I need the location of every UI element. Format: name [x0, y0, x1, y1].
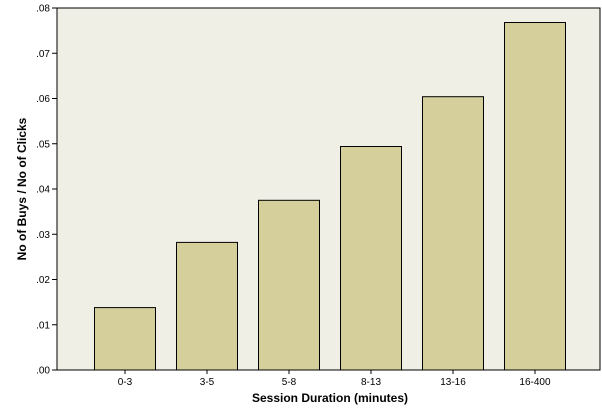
y-tick-label: .08	[36, 4, 50, 15]
y-axis-title: No of Buys / No of Clicks	[15, 117, 29, 260]
bar-8-13	[340, 146, 402, 371]
y-tick-label: .02	[36, 275, 50, 286]
bars-layer	[94, 22, 566, 371]
bar-16-400	[504, 22, 566, 371]
y-tick-label: .07	[36, 49, 50, 60]
bar-0-3	[94, 307, 156, 371]
bar-13-16	[422, 96, 484, 371]
y-tick-label: .06	[36, 94, 50, 105]
x-tick-label: 16-400	[519, 377, 551, 388]
axes-layer: 0-3 3-5 5-8 8-13 13-16 16-400 .00 .01 .02 .03 .04.…	[36, 4, 551, 389]
x-tick-label: 5-8	[282, 377, 297, 388]
bar-3-5	[176, 241, 238, 371]
x-tick-label: 8-13	[361, 377, 381, 388]
y-tick-label: .03	[36, 230, 50, 241]
y-tick-label: .05	[36, 139, 50, 150]
y-tick-label: .00	[36, 366, 50, 377]
bar-5-8	[258, 199, 320, 371]
x-tick-label: 3-5	[200, 377, 215, 388]
x-tick-label: 0-3	[118, 377, 133, 388]
x-axis-title: Session Duration (minutes)	[252, 391, 408, 405]
y-tick-label: .04	[36, 185, 50, 196]
y-tick-label: .01	[36, 320, 50, 331]
x-tick-label: 13-16	[440, 377, 466, 388]
